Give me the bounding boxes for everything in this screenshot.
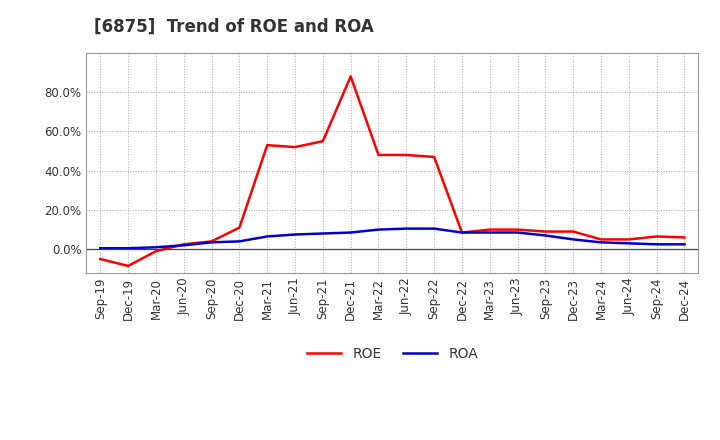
ROA [430, 226, 438, 231]
ROE [96, 257, 104, 262]
ROE [346, 74, 355, 79]
ROE [179, 242, 188, 247]
ROA [96, 246, 104, 251]
Line: ROA: ROA [100, 229, 685, 248]
ROA [569, 237, 577, 242]
ROA [179, 243, 188, 248]
ROA [597, 240, 606, 245]
ROE [485, 227, 494, 232]
Text: [6875]  Trend of ROE and ROA: [6875] Trend of ROE and ROA [94, 18, 374, 36]
ROA [541, 233, 550, 238]
Legend: ROE, ROA: ROE, ROA [301, 341, 484, 367]
ROE [458, 230, 467, 235]
ROE [124, 263, 132, 268]
ROE [318, 139, 327, 144]
ROA [152, 245, 161, 250]
ROE [597, 237, 606, 242]
ROA [485, 230, 494, 235]
ROE [152, 249, 161, 254]
ROE [207, 239, 216, 244]
ROE [402, 152, 410, 158]
ROE [291, 144, 300, 150]
ROE [235, 225, 243, 230]
ROE [541, 229, 550, 234]
ROA [124, 246, 132, 251]
ROE [624, 237, 633, 242]
ROA [374, 227, 383, 232]
ROA [513, 230, 522, 235]
ROA [402, 226, 410, 231]
ROE [430, 154, 438, 160]
ROA [235, 239, 243, 244]
ROE [513, 227, 522, 232]
ROA [346, 230, 355, 235]
ROA [263, 234, 271, 239]
ROA [318, 231, 327, 236]
ROA [680, 242, 689, 247]
ROE [374, 152, 383, 158]
ROE [652, 234, 661, 239]
ROE [569, 229, 577, 234]
ROE [263, 143, 271, 148]
ROA [458, 230, 467, 235]
ROA [207, 240, 216, 245]
ROA [291, 232, 300, 237]
ROE [680, 235, 689, 240]
Line: ROE: ROE [100, 77, 685, 266]
ROA [652, 242, 661, 247]
ROA [624, 241, 633, 246]
